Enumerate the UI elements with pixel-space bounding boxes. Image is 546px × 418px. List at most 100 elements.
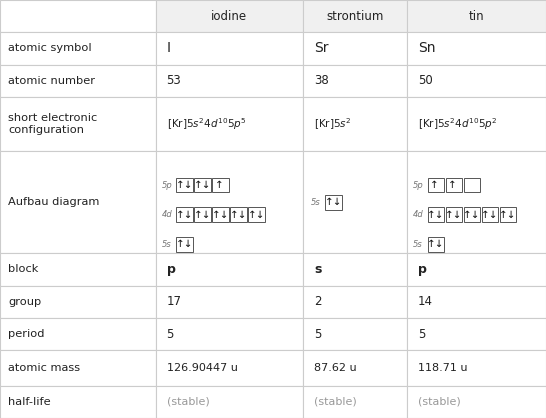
Bar <box>0 151 156 253</box>
Text: period: period <box>8 329 45 339</box>
Bar <box>407 386 546 418</box>
Bar <box>156 318 303 350</box>
Bar <box>176 207 193 222</box>
Text: (stable): (stable) <box>314 397 357 407</box>
Text: ↑↓: ↑↓ <box>463 209 480 219</box>
Text: 5p: 5p <box>413 181 424 189</box>
Text: (stable): (stable) <box>418 397 460 407</box>
Text: 5s: 5s <box>162 240 172 249</box>
Bar <box>303 350 407 386</box>
Bar <box>464 178 480 192</box>
Bar <box>303 64 407 97</box>
Text: [Kr]5$s^2$4$d^{10}$5$p^5$: [Kr]5$s^2$4$d^{10}$5$p^5$ <box>167 116 246 132</box>
Text: block: block <box>8 265 39 275</box>
Text: ↑↓: ↑↓ <box>230 209 247 219</box>
Text: 14: 14 <box>418 295 432 308</box>
Bar <box>303 151 407 253</box>
Bar <box>446 207 462 222</box>
Text: ↑↓: ↑↓ <box>445 209 462 219</box>
Text: 5: 5 <box>167 328 174 341</box>
Bar <box>407 285 546 318</box>
Text: group: group <box>8 297 41 307</box>
Text: Sr: Sr <box>314 41 329 56</box>
Text: ↑↓: ↑↓ <box>481 209 498 219</box>
Bar <box>407 0 546 32</box>
Bar <box>482 207 498 222</box>
Text: 4d: 4d <box>413 210 424 219</box>
Text: short electronic
configuration: short electronic configuration <box>8 113 97 135</box>
Text: ↑↓: ↑↓ <box>176 239 193 249</box>
Text: ↑: ↑ <box>430 180 442 190</box>
Text: ↑↓: ↑↓ <box>499 209 517 219</box>
Bar <box>0 0 156 32</box>
Bar <box>407 64 546 97</box>
Text: 5p: 5p <box>162 181 173 189</box>
Bar <box>156 97 303 151</box>
Text: half-life: half-life <box>8 397 51 407</box>
Bar <box>303 253 407 285</box>
Bar <box>428 237 444 252</box>
Bar <box>156 151 303 253</box>
Bar <box>212 178 229 192</box>
Text: ↑↓: ↑↓ <box>176 180 193 190</box>
Text: iodine: iodine <box>211 10 247 23</box>
Text: ↑↓: ↑↓ <box>427 209 444 219</box>
Bar <box>303 318 407 350</box>
Text: 17: 17 <box>167 295 181 308</box>
Text: atomic number: atomic number <box>8 76 95 86</box>
Bar <box>156 386 303 418</box>
Text: ↑↓: ↑↓ <box>325 197 342 207</box>
Bar <box>248 207 265 222</box>
Text: atomic mass: atomic mass <box>8 363 80 373</box>
Text: 5: 5 <box>418 328 425 341</box>
Bar <box>156 64 303 97</box>
Text: atomic symbol: atomic symbol <box>8 43 92 54</box>
Bar <box>303 0 407 32</box>
Bar <box>0 64 156 97</box>
Text: s: s <box>314 263 322 276</box>
Text: 2: 2 <box>314 295 322 308</box>
Text: ↑: ↑ <box>215 180 227 190</box>
Bar <box>407 318 546 350</box>
Bar <box>0 253 156 285</box>
Bar <box>156 32 303 64</box>
Text: 5: 5 <box>314 328 322 341</box>
Bar <box>428 207 444 222</box>
Text: 50: 50 <box>418 74 432 87</box>
Bar <box>446 178 462 192</box>
Text: ↑↓: ↑↓ <box>176 209 193 219</box>
Text: [Kr]5$s^2$: [Kr]5$s^2$ <box>314 116 352 132</box>
Text: ↑↓: ↑↓ <box>248 209 265 219</box>
Text: 53: 53 <box>167 74 181 87</box>
Bar <box>176 237 193 252</box>
Bar <box>156 350 303 386</box>
Bar <box>212 207 229 222</box>
Text: 118.71 u: 118.71 u <box>418 363 467 373</box>
Bar <box>0 386 156 418</box>
Text: ↑↓: ↑↓ <box>212 209 229 219</box>
Text: 87.62 u: 87.62 u <box>314 363 357 373</box>
Text: ↑↓: ↑↓ <box>194 209 211 219</box>
Text: p: p <box>418 263 426 276</box>
Bar <box>303 97 407 151</box>
Bar <box>0 32 156 64</box>
Bar <box>428 178 444 192</box>
Bar <box>303 285 407 318</box>
Bar <box>464 207 480 222</box>
Text: 38: 38 <box>314 74 329 87</box>
Bar <box>407 350 546 386</box>
Bar <box>407 32 546 64</box>
Bar <box>500 207 516 222</box>
Bar <box>325 195 342 210</box>
Text: p: p <box>167 263 175 276</box>
Bar <box>407 151 546 253</box>
Bar <box>156 0 303 32</box>
Bar <box>0 285 156 318</box>
Text: 5s: 5s <box>311 198 321 207</box>
Bar <box>303 386 407 418</box>
Bar <box>407 97 546 151</box>
Text: ↑↓: ↑↓ <box>427 239 444 249</box>
Text: ↑↓: ↑↓ <box>194 180 211 190</box>
Text: ↑: ↑ <box>448 180 460 190</box>
Bar <box>0 350 156 386</box>
